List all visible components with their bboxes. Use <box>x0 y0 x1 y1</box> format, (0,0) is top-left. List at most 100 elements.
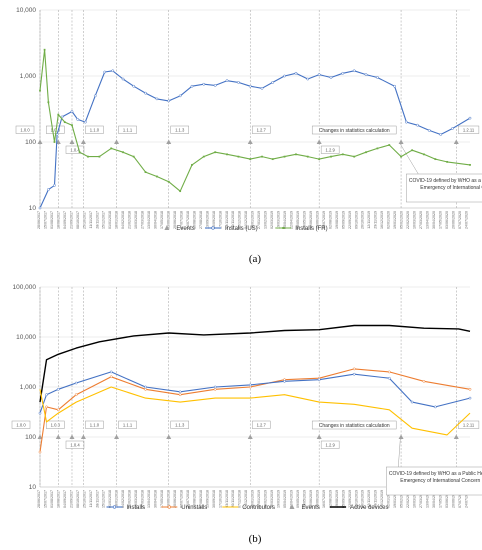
series-line-installs-us- <box>39 70 471 209</box>
version-box <box>118 420 137 429</box>
series-point <box>249 158 252 161</box>
series-point <box>468 116 472 120</box>
x-tick-label: 09/05/2019 <box>296 490 300 508</box>
x-tick-label: 19/01/2020 <box>393 490 397 508</box>
x-tick-label: 13/04/2018 <box>147 490 151 508</box>
x-tick-label: 12/06/2019 <box>309 490 313 508</box>
x-tick-label: 30/09/2018 <box>212 211 216 229</box>
version-box <box>11 420 31 429</box>
x-tick-label: 02/08/2019 <box>328 211 332 229</box>
x-tick-label: 29/11/2019 <box>374 490 378 508</box>
x-tick-label: 28/06/2017 <box>37 490 41 508</box>
series-point <box>388 144 391 146</box>
series-point <box>451 127 454 130</box>
x-tick-label: 27/01/2019 <box>257 211 261 229</box>
series-point <box>38 206 42 210</box>
x-tick-label: 01/01/2018 <box>108 490 112 508</box>
series-point <box>178 393 182 397</box>
x-tick-label: 21/02/2018 <box>128 211 132 229</box>
version-label: 1.1.0 <box>90 422 100 427</box>
x-tick-label: 09/10/2019 <box>354 490 358 508</box>
version-box <box>170 420 189 429</box>
x-tick-label: 18/01/2018 <box>115 211 119 229</box>
series-point <box>318 158 321 161</box>
version-label: 1.1.1 <box>123 422 133 427</box>
version-label: 1.1.3 <box>175 127 185 132</box>
x-tick-label: 04/09/2017 <box>63 490 67 508</box>
series-point <box>352 69 356 73</box>
legend-label: Installs (US) <box>225 226 258 232</box>
version-box <box>320 145 340 154</box>
x-tick-label: 05/02/2020 <box>400 490 404 508</box>
x-tick-label: 29/11/2019 <box>374 211 378 229</box>
x-tick-label: 20/06/2018 <box>173 211 177 229</box>
series-point <box>283 155 286 158</box>
series-point <box>364 73 368 76</box>
series-point <box>53 141 56 143</box>
series-point <box>411 149 414 152</box>
event-marker <box>37 139 43 144</box>
series-point <box>78 151 81 154</box>
series-point <box>271 81 275 84</box>
series-point <box>353 155 356 158</box>
x-tick-label: 09/05/2019 <box>296 211 300 229</box>
x-tick-label: 17/05/2018 <box>160 490 164 508</box>
x-tick-label: 03/11/2018 <box>225 490 229 508</box>
series-point <box>469 163 471 166</box>
version-label: 1.0.0 <box>16 422 26 427</box>
series-point <box>352 367 356 371</box>
x-tick-label: 28/11/2017 <box>95 490 99 508</box>
series-point <box>167 180 170 183</box>
version-box <box>46 420 65 429</box>
series-point <box>121 77 125 81</box>
x-tick-label: 17/05/2020 <box>438 490 442 508</box>
series-point <box>271 158 274 161</box>
series-line-installs <box>39 371 471 414</box>
series-point <box>122 151 124 154</box>
x-tick-label: 15/07/2017 <box>43 490 47 508</box>
x-tick-label: 15/12/2017 <box>102 211 106 229</box>
event-marker <box>398 434 404 439</box>
x-tick-label: 13/02/2019 <box>264 211 268 229</box>
series-point <box>144 387 147 391</box>
event-marker <box>166 139 172 144</box>
version-box <box>320 440 340 449</box>
x-tick-label: 19/03/2019 <box>277 211 281 229</box>
x-tick-label: 30/04/2018 <box>154 211 158 229</box>
x-tick-label: 27/03/2018 <box>141 211 145 229</box>
series-point <box>55 133 59 136</box>
x-tick-label: 13/04/2018 <box>147 211 151 229</box>
version-label: 1.1.1 <box>123 127 133 132</box>
x-tick-label: 22/02/2020 <box>406 211 410 229</box>
version-box <box>251 420 271 429</box>
x-tick-label: 20/06/2020 <box>451 211 455 229</box>
x-tick-label: 03/06/2018 <box>166 211 170 229</box>
version-box <box>251 125 271 134</box>
series-point <box>202 155 205 158</box>
series-point <box>433 405 437 409</box>
series-point <box>434 158 437 161</box>
x-tick-label: 11/11/2017 <box>89 211 93 228</box>
series-point <box>376 147 379 150</box>
x-tick-label: 16/07/2019 <box>322 211 326 229</box>
x-tick-label: 19/03/2019 <box>277 490 281 508</box>
y-tick-label: 10,000 <box>16 334 36 341</box>
series-point <box>144 385 147 389</box>
x-tick-label: 17/10/2018 <box>218 490 222 508</box>
series-point <box>47 188 50 191</box>
series-point <box>71 124 73 127</box>
annotation-covid: COVID-19 defined by WHO as a Public Heal… <box>409 178 482 191</box>
x-tick-label: 28/06/2017 <box>37 211 41 229</box>
x-tick-label: 18/08/2017 <box>56 211 60 229</box>
x-tick-label: 07/07/2018 <box>179 211 183 229</box>
series-point <box>57 113 60 116</box>
version-label: 1.2.9 <box>326 147 336 152</box>
legend-swatch-marker <box>167 505 171 509</box>
legend-swatch-marker <box>112 505 117 509</box>
series-point <box>468 387 472 391</box>
x-tick-label: 05/09/2019 <box>341 490 345 508</box>
x-tick-label: 25/10/2017 <box>82 490 86 508</box>
series-point <box>261 155 263 158</box>
